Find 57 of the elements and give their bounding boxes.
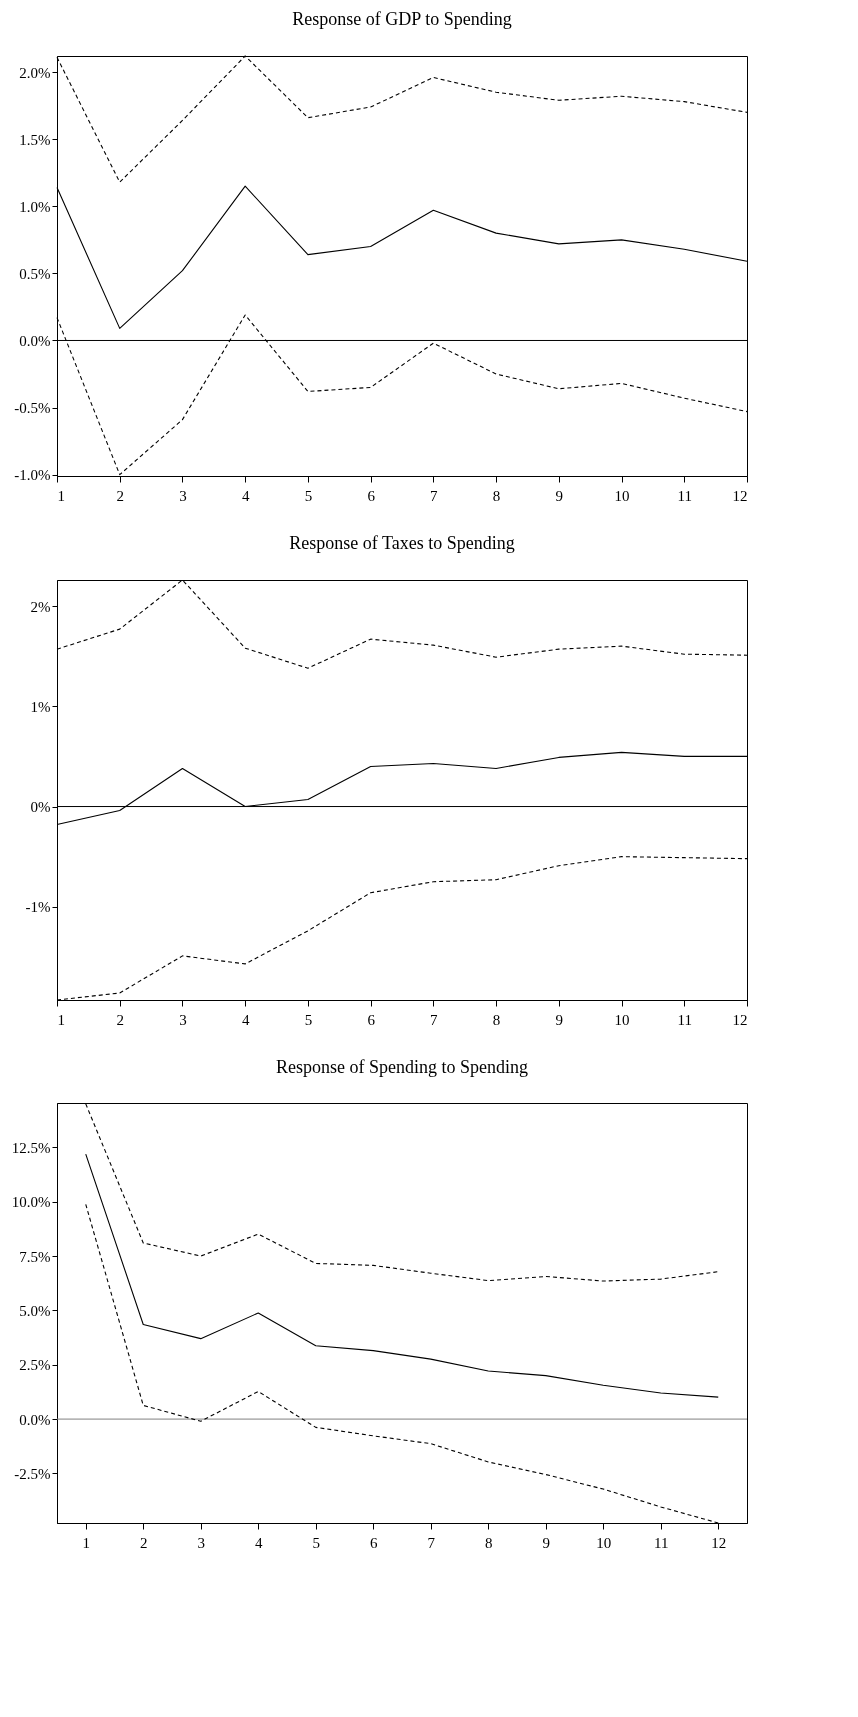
x-tick-label: 2 (116, 1011, 124, 1028)
x-tick-label: 7 (427, 1534, 436, 1551)
y-tick-label: 0.0% (19, 332, 51, 349)
x-tick-label: 8 (492, 1011, 501, 1028)
x-tick-label: 6 (367, 487, 376, 504)
x-tick-label: 7 (430, 487, 439, 504)
x-tick-label: 8 (485, 1534, 493, 1551)
chart-title: Response of Taxes to Spending (289, 533, 515, 554)
y-tick-label: 1.0% (19, 198, 51, 215)
y-tick-label: 0.5% (19, 265, 51, 282)
y-tick-label: 2.5% (19, 1357, 51, 1374)
chart-title: Response of Spending to Spending (276, 1057, 528, 1077)
x-tick-label: 5 (312, 1534, 320, 1551)
x-tick-label: 10 (614, 1011, 630, 1028)
x-tick-label: 9 (555, 1011, 564, 1028)
x-tick-label: 9 (555, 487, 564, 504)
y-tick-label: 5.0% (19, 1302, 51, 1319)
y-tick-label: 10.0% (11, 1194, 51, 1211)
x-tick-label: 3 (179, 487, 187, 504)
x-tick-label: 11 (677, 1011, 692, 1028)
x-tick-label: 8 (492, 487, 501, 504)
x-tick-label: 7 (430, 1011, 439, 1028)
y-tick-label: 0.0% (19, 1411, 51, 1428)
y-tick-label: 2% (30, 598, 51, 615)
y-tick-label: -1.0% (14, 467, 51, 484)
y-tick-label: 7.5% (19, 1248, 51, 1265)
x-tick-label: 4 (255, 1534, 263, 1551)
x-tick-label: 12 (732, 487, 748, 504)
x-tick-label: 4 (241, 1011, 250, 1028)
y-tick-label: 1% (30, 698, 51, 715)
y-tick-label: 1.5% (19, 131, 51, 148)
x-tick-label: 6 (367, 1011, 376, 1028)
x-tick-label: 1 (57, 487, 65, 504)
x-tick-label: 4 (241, 487, 250, 504)
x-tick-label: 12 (711, 1534, 727, 1551)
x-tick-label: 3 (179, 1011, 187, 1028)
x-tick-label: 2 (116, 487, 124, 504)
x-tick-label: 11 (677, 487, 692, 504)
x-tick-label: 5 (304, 1011, 313, 1028)
x-tick-label: 3 (197, 1534, 205, 1551)
y-tick-label: 2.0% (19, 64, 51, 81)
x-tick-label: 10 (596, 1534, 612, 1551)
x-tick-label: 5 (304, 487, 313, 504)
x-tick-label: 10 (614, 487, 630, 504)
y-tick-label: 12.5% (11, 1139, 51, 1156)
x-tick-label: 1 (57, 1011, 65, 1028)
x-tick-label: 12 (732, 1011, 748, 1028)
x-tick-label: 1 (82, 1534, 90, 1551)
y-tick-label: -2.5% (14, 1465, 51, 1482)
chart-title: Response of GDP to Spending (292, 9, 512, 30)
x-tick-label: 9 (542, 1534, 550, 1551)
x-tick-label: 6 (370, 1534, 378, 1551)
x-tick-label: 2 (140, 1534, 148, 1551)
y-tick-label: -0.5% (14, 400, 51, 417)
y-tick-label: -1% (25, 899, 51, 916)
x-tick-label: 11 (654, 1534, 669, 1551)
y-tick-label: 0% (30, 799, 51, 816)
